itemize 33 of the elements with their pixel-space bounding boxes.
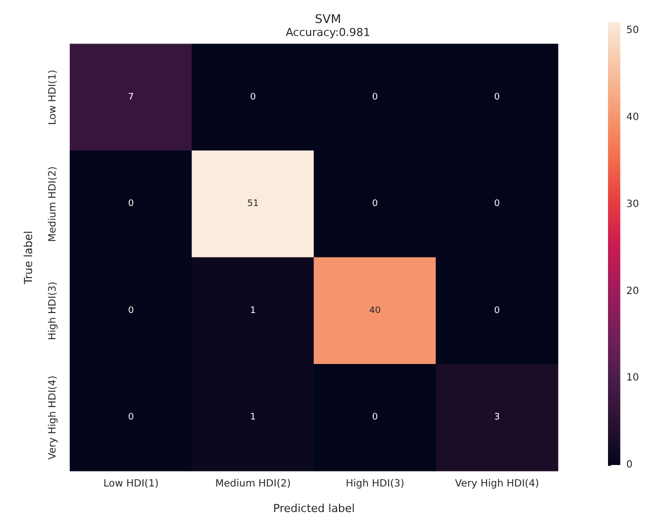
color-bar-label: 0 xyxy=(626,460,633,470)
y-tick-label: Low HDI(1) xyxy=(48,70,58,125)
color-bar-label: 10 xyxy=(626,372,640,384)
x-axis-title: Predicted label xyxy=(273,502,355,515)
data-label: 7 xyxy=(128,92,134,102)
data-label: 0 xyxy=(494,199,500,210)
color-bar-label: 40 xyxy=(626,112,640,124)
x-tick-label: Very High HDI(4) xyxy=(455,478,540,490)
color-bar-label: 50 xyxy=(626,25,640,36)
data-label: 51 xyxy=(247,199,259,210)
y-tick-label: Medium HDI(2) xyxy=(48,166,58,242)
data-label: 0 xyxy=(372,199,378,210)
chart-title: SVM xyxy=(314,12,342,26)
x-tick-label: Low HDI(1) xyxy=(103,478,159,490)
data-label: 0 xyxy=(250,92,256,102)
data-label: 1 xyxy=(250,306,256,316)
data-label: 1 xyxy=(250,412,256,423)
data-label: 0 xyxy=(128,306,134,316)
data-label: 0 xyxy=(372,412,378,423)
chart-subtitle: Accuracy:0.981 xyxy=(286,26,370,39)
x-tick-label: High HDI(3) xyxy=(346,478,404,490)
data-label: 0 xyxy=(494,92,500,102)
data-label: 0 xyxy=(372,92,378,102)
data-label: 40 xyxy=(369,306,381,316)
x-tick-label: Medium HDI(2) xyxy=(215,478,291,490)
color-bar-label: 20 xyxy=(626,286,640,297)
y-axis-title: True label xyxy=(22,230,35,286)
color-bar-label: 30 xyxy=(626,198,640,210)
data-label: 0 xyxy=(128,412,134,423)
data-label: 3 xyxy=(494,412,500,423)
data-label: 0 xyxy=(128,199,134,210)
data-label: 0 xyxy=(494,306,500,316)
y-tick-label: High HDI(3) xyxy=(48,282,58,340)
